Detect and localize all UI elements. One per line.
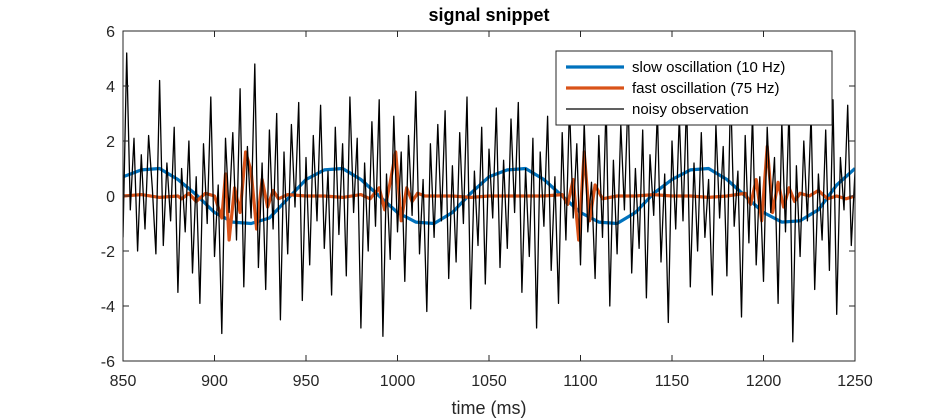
x-tick-label: 900 bbox=[201, 373, 228, 390]
tick-layer: 850 900 950 1000 1050 1100 1150 1200 1250 -6 -4 -2 0… bbox=[101, 24, 873, 390]
series-line-2 bbox=[123, 144, 855, 242]
y-tick-label: 2 bbox=[106, 134, 115, 151]
legend-label-3: noisy observation bbox=[632, 101, 749, 118]
y-tick-label: -2 bbox=[101, 244, 115, 261]
series-line-3 bbox=[123, 52, 855, 343]
x-tick-label: 950 bbox=[293, 373, 320, 390]
y-tick-label: -6 bbox=[101, 354, 115, 371]
legend-label-1: slow oscillation (10 Hz) bbox=[632, 59, 785, 76]
x-tick-label: 1200 bbox=[746, 373, 782, 390]
y-tick-label: 0 bbox=[106, 189, 115, 206]
y-tick-label: -4 bbox=[101, 299, 115, 316]
legend-label-2: fast oscillation (75 Hz) bbox=[632, 80, 780, 97]
series-layer bbox=[123, 52, 855, 343]
y-tick-label: 4 bbox=[106, 79, 115, 96]
x-tick-label: 1000 bbox=[380, 373, 416, 390]
x-tick-label: 1250 bbox=[837, 373, 873, 390]
x-tick-label: 1150 bbox=[655, 373, 690, 390]
legend: slow oscillation (10 Hz) fast oscillation… bbox=[555, 50, 833, 126]
y-tick-label: 6 bbox=[106, 24, 115, 41]
chart-title: signal snippet bbox=[428, 5, 549, 25]
x-tick-label: 1050 bbox=[471, 373, 507, 390]
x-tick-label: 850 bbox=[110, 373, 137, 390]
x-axis-label: time (ms) bbox=[452, 398, 527, 418]
x-tick-label: 1100 bbox=[563, 373, 598, 390]
